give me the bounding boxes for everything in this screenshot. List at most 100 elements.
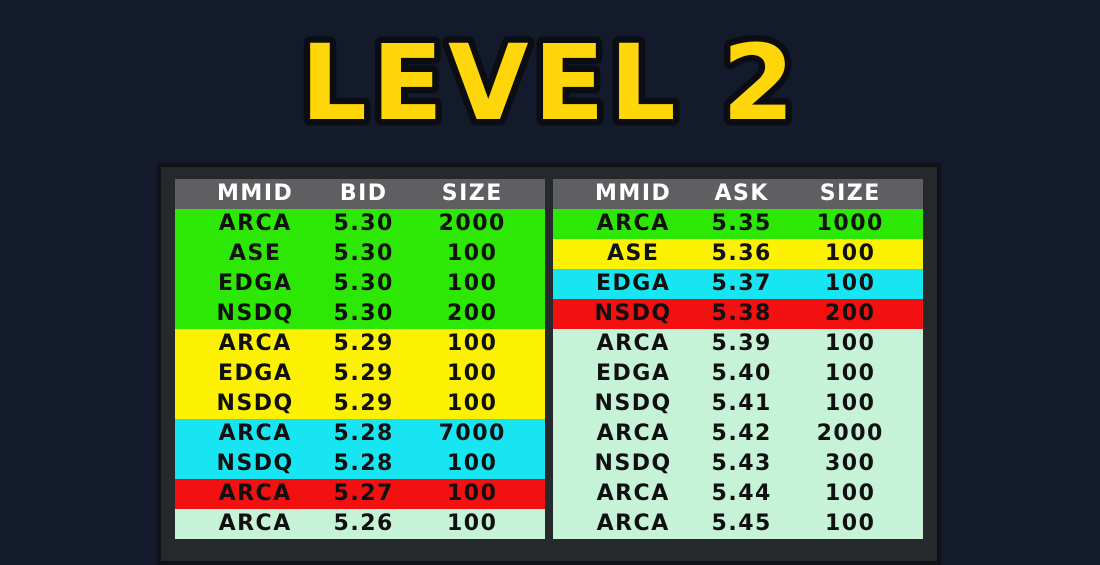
mmid-cell: ASE: [606, 241, 660, 266]
size-cell: 100: [825, 271, 876, 296]
table-row: ARCA 5.27 100: [175, 479, 545, 509]
table-row: ARCA 5.44 100: [553, 479, 923, 509]
size-cell: 100: [447, 331, 498, 356]
price-cell: 5.29: [333, 391, 394, 416]
price-cell: 5.42: [711, 421, 772, 446]
mmid-cell: ARCA: [596, 511, 670, 536]
mmid-cell: EDGA: [217, 361, 293, 386]
size-cell: 100: [447, 391, 498, 416]
table-row: NSDQ 5.30 200: [175, 299, 545, 329]
table-row: EDGA 5.37 100: [553, 269, 923, 299]
bid-panel: MMID BID SIZE ARCA 5.30 2000 ASE 5.30 10…: [175, 179, 545, 549]
size-cell: 100: [825, 331, 876, 356]
size-cell: 1000: [816, 211, 884, 236]
table-row: ASE 5.36 100: [553, 239, 923, 269]
price-cell: 5.40: [711, 361, 772, 386]
level2-title-text: LEVEL 2: [301, 22, 800, 144]
bid-header-row: MMID BID SIZE: [175, 179, 545, 209]
table-row: ARCA 5.26 100: [175, 509, 545, 539]
size-cell: 100: [825, 361, 876, 386]
size-cell: 300: [825, 451, 876, 476]
table-row: ARCA 5.39 100: [553, 329, 923, 359]
price-cell: 5.38: [711, 301, 772, 326]
mmid-cell: ASE: [228, 241, 282, 266]
mmid-cell: ARCA: [218, 211, 292, 236]
table-row: ARCA 5.42 2000: [553, 419, 923, 449]
ask-rows: ARCA 5.35 1000 ASE 5.36 100 EDGA 5.37 10…: [553, 209, 923, 539]
mmid-cell: ARCA: [596, 481, 670, 506]
mmid-cell: ARCA: [218, 481, 292, 506]
size-cell: 100: [447, 511, 498, 536]
ask-header-row: MMID ASK SIZE: [553, 179, 923, 209]
price-cell: 5.28: [333, 451, 394, 476]
size-cell: 100: [447, 271, 498, 296]
table-row: NSDQ 5.28 100: [175, 449, 545, 479]
price-cell: 5.29: [333, 361, 394, 386]
size-cell: 200: [825, 301, 876, 326]
size-cell: 2000: [816, 421, 884, 446]
price-cell: 5.30: [333, 211, 394, 236]
price-cell: 5.26: [333, 511, 394, 536]
mmid-cell: NSDQ: [594, 451, 672, 476]
size-cell: 100: [825, 511, 876, 536]
size-cell: 100: [825, 391, 876, 416]
size-cell: 100: [447, 481, 498, 506]
ask-header-mmid: MMID: [595, 181, 672, 206]
table-row: EDGA 5.30 100: [175, 269, 545, 299]
size-cell: 200: [447, 301, 498, 326]
level2-title: LEVEL 2: [294, 16, 801, 151]
price-cell: 5.39: [711, 331, 772, 356]
mmid-cell: EDGA: [595, 271, 671, 296]
table-row: ARCA 5.45 100: [553, 509, 923, 539]
mmid-cell: EDGA: [595, 361, 671, 386]
size-cell: 100: [447, 361, 498, 386]
price-cell: 5.45: [711, 511, 772, 536]
table-row: ARCA 5.29 100: [175, 329, 545, 359]
size-cell: 100: [825, 481, 876, 506]
price-cell: 5.30: [333, 301, 394, 326]
mmid-cell: NSDQ: [216, 451, 294, 476]
bid-header-bid: BID: [339, 181, 388, 206]
mmid-cell: NSDQ: [216, 301, 294, 326]
table-row: EDGA 5.40 100: [553, 359, 923, 389]
table-row: NSDQ 5.38 200: [553, 299, 923, 329]
price-cell: 5.36: [711, 241, 772, 266]
table-row: NSDQ 5.29 100: [175, 389, 545, 419]
mmid-cell: NSDQ: [594, 391, 672, 416]
table-row: EDGA 5.29 100: [175, 359, 545, 389]
size-cell: 100: [447, 241, 498, 266]
mmid-cell: NSDQ: [216, 391, 294, 416]
size-cell: 2000: [438, 211, 506, 236]
price-cell: 5.29: [333, 331, 394, 356]
table-row: ARCA 5.30 2000: [175, 209, 545, 239]
mmid-cell: ARCA: [596, 421, 670, 446]
mmid-cell: ARCA: [596, 211, 670, 236]
price-cell: 5.35: [711, 211, 772, 236]
price-cell: 5.30: [333, 241, 394, 266]
table-row: NSDQ 5.41 100: [553, 389, 923, 419]
mmid-cell: ARCA: [218, 331, 292, 356]
mmid-cell: NSDQ: [594, 301, 672, 326]
price-cell: 5.43: [711, 451, 772, 476]
bid-header-size: SIZE: [441, 181, 503, 206]
mmid-cell: ARCA: [218, 511, 292, 536]
size-cell: 100: [825, 241, 876, 266]
ask-panel: MMID ASK SIZE ARCA 5.35 1000 ASE 5.36 10…: [553, 179, 923, 549]
table-row: ARCA 5.35 1000: [553, 209, 923, 239]
price-cell: 5.37: [711, 271, 772, 296]
table-row: ARCA 5.28 7000: [175, 419, 545, 449]
price-cell: 5.30: [333, 271, 394, 296]
mmid-cell: EDGA: [217, 271, 293, 296]
bid-header-mmid: MMID: [217, 181, 294, 206]
price-cell: 5.41: [711, 391, 772, 416]
price-cell: 5.28: [333, 421, 394, 446]
mmid-cell: ARCA: [218, 421, 292, 446]
ask-header-ask: ASK: [714, 181, 769, 206]
table-row: NSDQ 5.43 300: [553, 449, 923, 479]
bid-rows: ARCA 5.30 2000 ASE 5.30 100 EDGA 5.30 10…: [175, 209, 545, 539]
mmid-cell: ARCA: [596, 331, 670, 356]
table-row: ASE 5.30 100: [175, 239, 545, 269]
price-cell: 5.44: [711, 481, 772, 506]
price-cell: 5.27: [333, 481, 394, 506]
ask-header-size: SIZE: [819, 181, 881, 206]
